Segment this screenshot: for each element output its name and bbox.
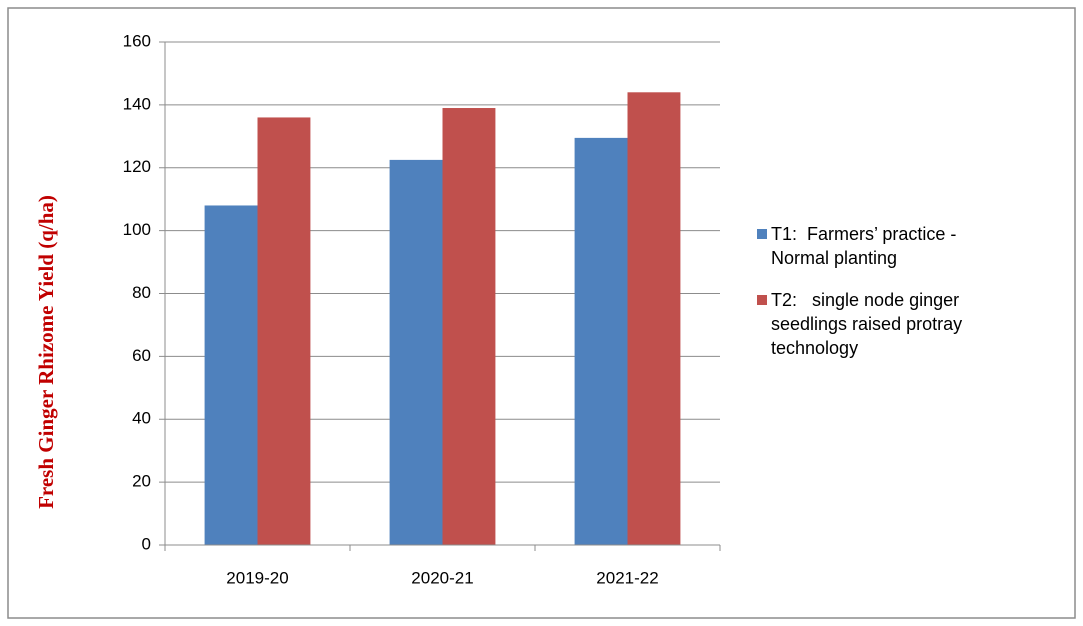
bar <box>442 108 496 546</box>
y-tick-label: 80 <box>132 283 151 302</box>
bar <box>574 137 628 545</box>
x-tick-label: 2020-21 <box>411 568 473 587</box>
y-tick-label: 120 <box>123 157 151 176</box>
y-tick-label: 60 <box>132 346 151 365</box>
bar <box>204 205 258 545</box>
legend-swatch <box>757 229 767 239</box>
y-tick-label: 20 <box>132 472 151 491</box>
legend-label: T1: Farmers’ practice - Normal planting <box>771 224 962 268</box>
y-tick-label: 160 <box>123 31 151 50</box>
chart-border <box>7 7 1076 619</box>
bar <box>389 159 443 545</box>
legend-item: T2: single node ginger seedlings raised … <box>755 288 1017 360</box>
bar <box>627 92 681 546</box>
legend: T1: Farmers’ practice - Normal planting T… <box>755 222 1017 378</box>
y-tick-label: 140 <box>123 94 151 113</box>
y-tick-label: 40 <box>132 409 151 428</box>
x-tick-label: 2019-20 <box>226 568 288 587</box>
legend-item: T1: Farmers’ practice - Normal planting <box>755 222 1017 270</box>
y-tick-label: 0 <box>142 534 151 553</box>
legend-label: T2: single node ginger seedlings raised … <box>771 290 968 358</box>
bar <box>257 117 311 545</box>
y-tick-label: 100 <box>123 220 151 239</box>
x-tick-label: 2021-22 <box>596 568 658 587</box>
legend-swatch <box>757 295 767 305</box>
y-axis-label: Fresh Ginger Rhizome Yield (q/ha) <box>34 195 58 509</box>
